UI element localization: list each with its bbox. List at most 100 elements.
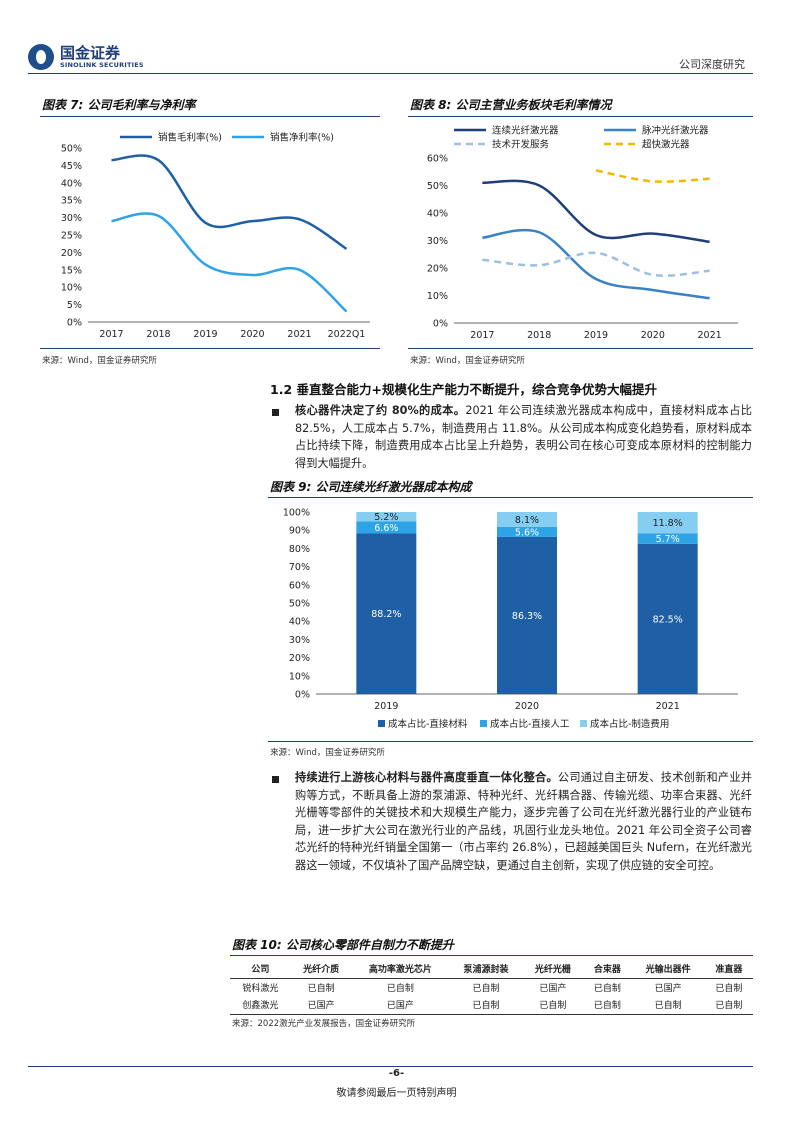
y-tick-label: 30% bbox=[427, 236, 448, 247]
y-tick-label: 70% bbox=[289, 562, 310, 573]
bar-segment bbox=[637, 533, 698, 544]
bar-segment bbox=[497, 512, 557, 527]
y-tick-label: 60% bbox=[289, 580, 310, 591]
paragraph-cost-lead: 核心器件决定了约 80%的成本。 bbox=[295, 404, 466, 417]
logo-icon bbox=[28, 44, 54, 70]
fig9-source: 来源：Wind，国金证券研究所 bbox=[270, 748, 385, 758]
y-tick-label: 40% bbox=[427, 209, 448, 220]
y-tick-label: 10% bbox=[289, 671, 310, 682]
fig9-title: 图表 9: 公司连续光纤激光器成本构成 bbox=[270, 480, 472, 494]
table-header-cell: 准直器 bbox=[704, 960, 753, 979]
table-cell: 已自制 bbox=[583, 996, 632, 1015]
bar-segment bbox=[356, 512, 417, 522]
footer-divider bbox=[28, 1066, 753, 1067]
table-header-row: 公司 光纤介质 高功率激光芯片 泵浦源封装 光纤光栅 合束器 光输出器件 准直器 bbox=[230, 960, 753, 979]
series-line bbox=[482, 179, 710, 244]
y-tick-label: 40% bbox=[61, 178, 82, 189]
y-tick-label: 25% bbox=[61, 231, 82, 242]
x-tick-label: 2019 bbox=[374, 701, 398, 712]
legend-label: 超快激光器 bbox=[642, 139, 690, 151]
table-header-cell: 光输出器件 bbox=[631, 960, 705, 979]
fig7-title: 图表 7: 公司毛利率与净利率 bbox=[42, 98, 196, 112]
y-tick-label: 15% bbox=[61, 265, 82, 276]
table-cell: 已自制 bbox=[704, 996, 753, 1015]
paragraph-cost: 核心器件决定了约 80%的成本。2021 年公司连续激光器成本构成中，直接材料成… bbox=[295, 402, 752, 472]
logo-text-cn: 国金证券 bbox=[60, 44, 121, 62]
data-label: 11.8% bbox=[653, 518, 683, 529]
logo-text-en: SINOLINK SECURITIES bbox=[60, 61, 144, 69]
disclaimer-note: 敬请参阅最后一页特别声明 bbox=[336, 1088, 457, 1099]
table-cell: 已自制 bbox=[631, 996, 705, 1015]
y-tick-label: 20% bbox=[61, 248, 82, 259]
company-logo: 国金证券 SINOLINK SECURITIES bbox=[28, 44, 144, 70]
y-tick-label: 45% bbox=[61, 161, 82, 172]
data-label: 5.6% bbox=[515, 527, 539, 538]
x-tick-label: 2021 bbox=[698, 330, 722, 341]
fig8-chart: 0% 10% 20% 30% 40% 50% 60% 2017 2018 2019 2020 2021… bbox=[427, 125, 738, 341]
series-line bbox=[482, 228, 710, 300]
data-label: 82.5% bbox=[653, 614, 683, 625]
y-tick-label: 35% bbox=[61, 196, 82, 207]
legend-label: 销售净利率(%) bbox=[270, 132, 334, 144]
y-tick-label: 50% bbox=[427, 181, 448, 192]
x-tick-label: 2020 bbox=[240, 329, 264, 340]
table-cell: 已自制 bbox=[522, 996, 584, 1015]
y-tick-label: 0% bbox=[433, 319, 448, 330]
fig10-source: 来源：2022激光产业发展报告，国金证券研究所 bbox=[232, 1019, 416, 1029]
fig7-source: 来源：Wind，国金证券研究所 bbox=[42, 356, 157, 366]
table-row: 锐科激光 已自制 已自制 已自制 已国产 已自制 已国产 已自制 bbox=[230, 978, 753, 996]
y-tick-label: 0% bbox=[295, 690, 310, 701]
component-table: 公司 光纤介质 高功率激光芯片 泵浦源封装 光纤光栅 合束器 光输出器件 准直器… bbox=[230, 960, 753, 1015]
table-cell: 已自制 bbox=[307, 983, 335, 994]
x-tick-label: 2018 bbox=[146, 329, 170, 340]
data-label: 86.3% bbox=[512, 611, 542, 622]
bullet-marker bbox=[272, 776, 279, 783]
series-line bbox=[595, 169, 710, 183]
bar-segment bbox=[497, 526, 557, 537]
table-cell: 已国产 bbox=[351, 996, 450, 1015]
table-cell: 创鑫激光 bbox=[230, 996, 291, 1015]
x-tick-label: 2017 bbox=[99, 329, 123, 340]
x-tick-label: 2020 bbox=[641, 330, 665, 341]
data-label: 5.7% bbox=[656, 534, 680, 545]
y-tick-label: 5% bbox=[67, 300, 82, 311]
bar-segment bbox=[637, 512, 698, 534]
y-tick-label: 30% bbox=[61, 213, 82, 224]
paragraph-integration-body: 公司通过自主研发、技术创新和产业并购等方式，不断具备上游的泵浦源、特种光纤、光纤… bbox=[295, 771, 752, 872]
fig8-source: 来源：Wind，国金证券研究所 bbox=[410, 356, 525, 366]
y-tick-label: 90% bbox=[289, 526, 310, 537]
legend-label: 连续光纤激光器 bbox=[492, 125, 559, 137]
bar-segment bbox=[356, 521, 417, 534]
table-header-cell: 光纤介质 bbox=[290, 960, 352, 979]
y-tick-label: 10% bbox=[61, 283, 82, 294]
x-tick-label: 2021 bbox=[287, 329, 311, 340]
y-tick-label: 20% bbox=[289, 653, 310, 664]
x-tick-label: 2019 bbox=[584, 330, 608, 341]
fig7-chart: 0% 5% 10% 15% 20% 25% 30% 35% 40% 45% 50% 2017 2018 2… bbox=[61, 132, 370, 340]
table-cell: 锐科激光 bbox=[242, 983, 279, 994]
paragraph-integration: 持续进行上游核心材料与器件高度垂直一体化整合。公司通过自主研发、技术创新和产业并… bbox=[295, 769, 752, 874]
report-type: 公司深度研究 bbox=[679, 58, 745, 71]
x-tick-label: 2019 bbox=[193, 329, 217, 340]
paragraph-integration-lead: 持续进行上游核心材料与器件高度垂直一体化整合。 bbox=[295, 771, 558, 784]
fig8-title: 图表 8: 公司主营业务板块毛利率情况 bbox=[410, 98, 612, 112]
table-cell: 已国产 bbox=[539, 983, 567, 994]
section-heading: 1.2 垂直整合能力+规模化生产能力不断提升，综合竞争优势大幅提升 bbox=[270, 382, 657, 397]
table-cell: 已国产 bbox=[290, 996, 352, 1015]
table-header-cell: 泵浦源封装 bbox=[449, 960, 523, 979]
legend-label: 成本占比-直接材料 bbox=[388, 718, 468, 730]
table-header-cell: 公司 bbox=[230, 960, 291, 979]
table-header-cell: 高功率激光芯片 bbox=[351, 960, 450, 979]
x-tick-label: 2021 bbox=[656, 701, 680, 712]
fig9-bottom-rule bbox=[268, 741, 753, 742]
series-line bbox=[482, 251, 710, 277]
table-cell: 已自制 bbox=[593, 983, 621, 994]
table-header-cell: 合束器 bbox=[583, 960, 632, 979]
y-tick-label: 10% bbox=[427, 291, 448, 302]
page-number: -6- bbox=[388, 1068, 405, 1079]
y-tick-label: 100% bbox=[283, 508, 310, 519]
table-cell: 已自制 bbox=[715, 983, 743, 994]
legend-swatch bbox=[378, 720, 385, 727]
legend-swatch bbox=[580, 720, 587, 727]
legend-label: 成本占比-制造费用 bbox=[590, 718, 669, 730]
